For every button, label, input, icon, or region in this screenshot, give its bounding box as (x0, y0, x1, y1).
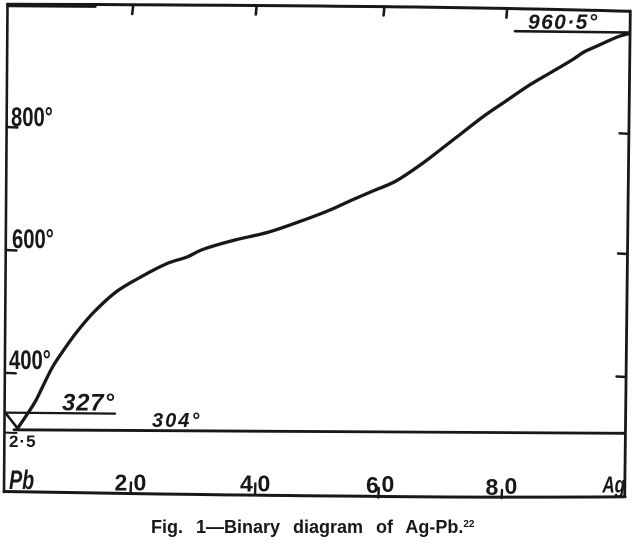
svg-text:2: 2 (115, 470, 128, 496)
svg-text:960·5°: 960·5° (528, 11, 599, 34)
svg-text:0: 0 (382, 471, 395, 497)
svg-text:4: 4 (240, 471, 253, 497)
svg-text:400°: 400° (9, 345, 51, 376)
svg-text:8: 8 (486, 474, 499, 500)
svg-text:600°: 600° (12, 224, 54, 255)
svg-text:327°: 327° (62, 390, 115, 417)
svg-text:304°: 304° (152, 410, 201, 432)
svg-text:0: 0 (258, 471, 271, 497)
svg-text:6: 6 (366, 472, 379, 498)
svg-text:Ag: Ag (602, 473, 626, 498)
svg-text:0: 0 (505, 473, 518, 499)
svg-text:2·5: 2·5 (9, 432, 37, 451)
svg-text:Fig. 1—Binary diagram of Ag-Pb: Fig. 1—Binary diagram of Ag-Pb.22 (151, 517, 475, 537)
svg-text:Pb: Pb (9, 466, 34, 496)
svg-text:0: 0 (134, 470, 147, 496)
svg-text:800°: 800° (11, 102, 53, 133)
